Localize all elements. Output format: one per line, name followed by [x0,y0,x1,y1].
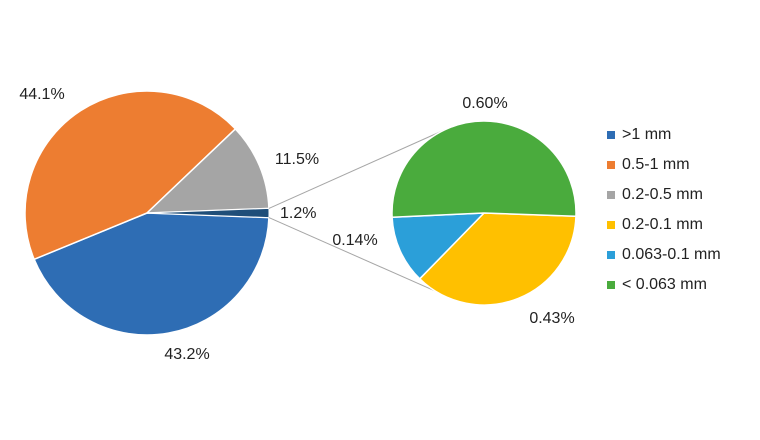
pie-slice [24,90,237,261]
data-label: 43.2% [164,346,209,363]
legend-swatch [607,251,615,259]
legend-swatch [607,161,615,169]
data-label: 0.14% [332,232,377,249]
data-label: 44.1% [19,86,64,103]
pie-slice [391,120,577,218]
connector [268,217,436,292]
data-label: 0.43% [529,310,574,327]
data-label: 11.5% [275,151,319,168]
legend-label: 0.063-0.1 mm [622,246,721,263]
legend-label: 0.2-0.5 mm [622,186,703,203]
data-label: 0.60% [462,95,507,112]
legend-label: 0.5-1 mm [622,156,690,173]
pie-slice-other [146,207,270,219]
legend-label: < 0.063 mm [622,276,707,293]
legend-swatch [607,131,615,139]
legend-label: >1 mm [622,126,671,143]
pie-slice [391,212,486,280]
data-label: 1.2% [280,205,316,222]
pie-slice [418,212,577,306]
legend-swatch [607,221,615,229]
pie-slice [33,212,270,336]
legend-swatch [607,281,615,289]
legend-label: 0.2-0.1 mm [622,216,703,233]
connector [268,129,446,209]
pie-slice [145,127,270,214]
legend-swatch [607,191,615,199]
